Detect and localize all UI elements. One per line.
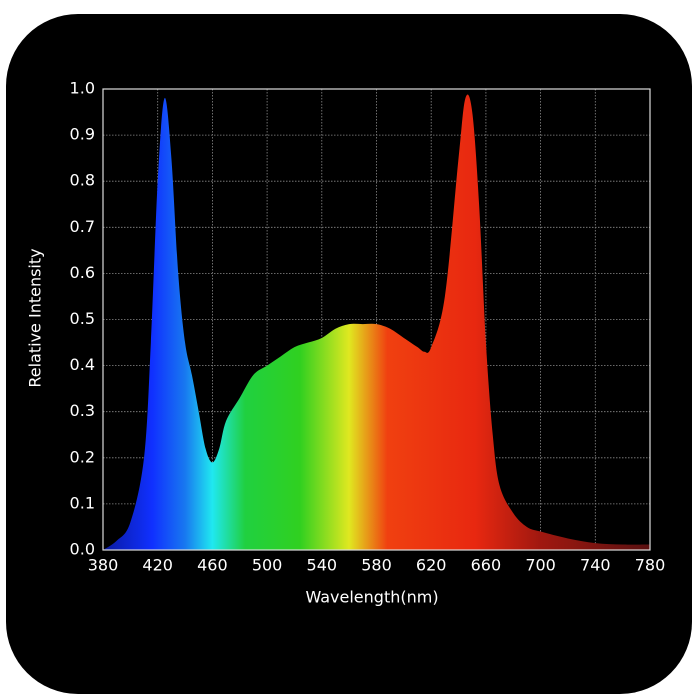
x-tick-label: 420 <box>142 556 173 575</box>
x-tick-label: 700 <box>525 556 556 575</box>
x-tick-label: 380 <box>88 556 119 575</box>
x-tick-label: 620 <box>416 556 447 575</box>
x-tick-label: 780 <box>635 556 666 575</box>
y-tick-label: 0.8 <box>70 171 95 190</box>
y-axis-label: Relative Intensity <box>26 248 45 387</box>
x-tick-label: 580 <box>361 556 392 575</box>
y-tick-label: 0.1 <box>70 493 95 512</box>
x-tick-label: 540 <box>307 556 338 575</box>
x-tick-label: 660 <box>471 556 502 575</box>
y-tick-label: 0.5 <box>70 309 95 328</box>
y-tick-label: 0.9 <box>70 125 95 144</box>
x-tick-label: 740 <box>580 556 611 575</box>
x-tick-label: 500 <box>252 556 283 575</box>
y-tick-label: 0.3 <box>70 401 95 420</box>
plot-frame <box>102 88 651 551</box>
y-tick-label: 1.0 <box>70 79 95 98</box>
y-tick-label: 0.4 <box>70 355 95 374</box>
y-tick-label: 0.2 <box>70 447 95 466</box>
x-tick-label: 460 <box>197 556 228 575</box>
y-tick-label: 0.6 <box>70 263 95 282</box>
y-tick-label: 0.7 <box>70 217 95 236</box>
plot: 0.0 0.1 0.2 0.3 0.4 0.5 0.6 0.7 0.8 0.9 1.0 380 420 4… <box>70 79 666 575</box>
x-axis-label: Wavelength(nm) <box>305 588 438 607</box>
y-tick-label: 0.0 <box>70 540 95 559</box>
spectrum-area <box>103 94 650 550</box>
